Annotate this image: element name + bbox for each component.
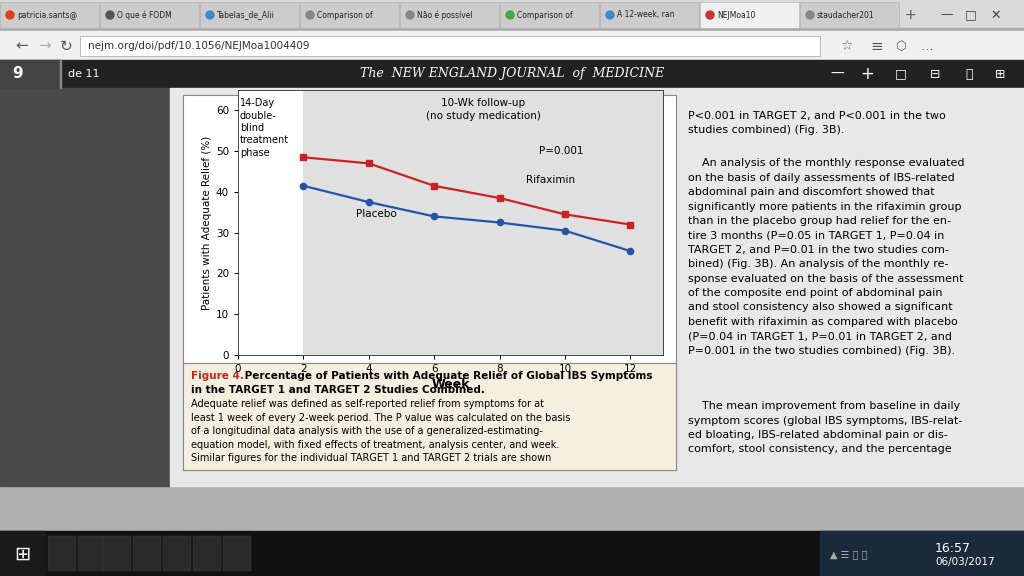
Text: 14-Day
double-
blind
treatment
phase: 14-Day double- blind treatment phase [240, 98, 289, 158]
Text: Percentage of Patients with Adequate Relief of Global IBS Symptoms: Percentage of Patients with Adequate Rel… [241, 371, 652, 381]
Bar [0, 31, 1024, 60]
Text: ↻: ↻ [60, 39, 73, 54]
Bar [193, 536, 221, 571]
Text: Rifaximin: Rifaximin [525, 175, 574, 185]
Bar [78, 536, 106, 571]
Bar [600, 2, 699, 28]
Bar [100, 2, 199, 28]
Bar [500, 2, 599, 28]
Bar [0, 531, 45, 576]
Text: →: → [38, 39, 51, 54]
Circle shape [606, 11, 614, 19]
Y-axis label: Patients with Adequate Relief (%): Patients with Adequate Relief (%) [202, 135, 212, 310]
Text: patricia.sants@: patricia.sants@ [17, 10, 77, 20]
Circle shape [206, 11, 214, 19]
Text: Não é possível: Não é possível [417, 10, 473, 20]
Bar [0, 531, 1024, 576]
Circle shape [506, 11, 514, 19]
Text: ☆: ☆ [840, 39, 853, 53]
Bar [0, 2, 99, 28]
Bar [103, 536, 131, 571]
Bar [170, 88, 1024, 486]
Text: Figure 4.: Figure 4. [191, 371, 244, 381]
Text: 10-Wk follow-up
(no study medication): 10-Wk follow-up (no study medication) [426, 98, 541, 122]
Bar [48, 536, 76, 571]
Text: —: — [830, 67, 844, 81]
Text: ≡: ≡ [870, 39, 883, 54]
Text: □: □ [965, 9, 977, 21]
Text: staudacher201: staudacher201 [817, 10, 874, 20]
Bar [0, 88, 170, 486]
Text: The mean improvement from baseline in daily
symptom scores (global IBS symptoms,: The mean improvement from baseline in da… [688, 401, 963, 454]
Circle shape [406, 11, 414, 19]
Text: 9: 9 [12, 66, 23, 81]
Text: An analysis of the monthly response evaluated
on the basis of daily assessments : An analysis of the monthly response eval… [688, 158, 965, 355]
Text: P=0.001: P=0.001 [539, 146, 584, 156]
Bar [163, 536, 191, 571]
Text: Comparison of: Comparison of [517, 10, 572, 20]
Text: ⊞: ⊞ [13, 544, 30, 563]
Text: P<0.001 in TARGET 2, and P<0.001 in the two
studies combined) (Fig. 3B).: P<0.001 in TARGET 2, and P<0.001 in the … [688, 111, 946, 135]
Bar [0, 60, 1024, 88]
Text: ✕: ✕ [990, 9, 1000, 21]
Text: A 12-week, ran: A 12-week, ran [617, 10, 675, 20]
Bar [303, 90, 663, 355]
X-axis label: Week: Week [431, 378, 470, 391]
Circle shape [6, 11, 14, 19]
Text: nejm.org/doi/pdf/10.1056/NEJMoa1004409: nejm.org/doi/pdf/10.1056/NEJMoa1004409 [88, 41, 309, 51]
Bar [80, 36, 820, 56]
Bar [0, 0, 1024, 28]
Bar [820, 531, 1024, 576]
Text: 🖨: 🖨 [965, 67, 973, 81]
Text: —: — [940, 9, 952, 21]
Bar [800, 2, 899, 28]
Bar [133, 536, 161, 571]
Text: Placebo: Placebo [355, 209, 396, 219]
Circle shape [306, 11, 314, 19]
Circle shape [806, 11, 814, 19]
Text: +: + [860, 65, 873, 83]
Text: ←: ← [15, 39, 28, 54]
Bar [183, 363, 676, 470]
Text: NEJMoa10: NEJMoa10 [717, 10, 756, 20]
Text: O que é FODM: O que é FODM [117, 10, 172, 20]
Circle shape [706, 11, 714, 19]
Text: 06/03/2017: 06/03/2017 [935, 557, 994, 567]
Text: Adequate relief was defined as self-reported relief from symptoms for at
least 1: Adequate relief was defined as self-repo… [191, 399, 570, 464]
Text: Tabelas_de_Alii: Tabelas_de_Alii [217, 10, 274, 20]
Text: ⬡: ⬡ [895, 40, 906, 52]
Text: 16:57: 16:57 [935, 541, 971, 555]
Text: +: + [905, 8, 916, 22]
Bar [400, 2, 499, 28]
Text: in the TARGET 1 and TARGET 2 Studies Combined.: in the TARGET 1 and TARGET 2 Studies Com… [191, 385, 485, 395]
Text: The  NEW ENGLAND JOURNAL  of  MEDICINE: The NEW ENGLAND JOURNAL of MEDICINE [359, 67, 665, 81]
Bar [300, 2, 399, 28]
Bar [223, 536, 251, 571]
Text: …: … [920, 40, 933, 52]
Bar [0, 60, 60, 88]
Text: Comparison of: Comparison of [317, 10, 373, 20]
Bar [200, 2, 299, 28]
Text: □: □ [895, 67, 906, 81]
Text: ⊞: ⊞ [995, 67, 1006, 81]
Text: ⊟: ⊟ [930, 67, 940, 81]
Bar [183, 95, 676, 470]
Circle shape [106, 11, 114, 19]
Text: de 11: de 11 [68, 69, 99, 79]
Text: ▲ ☰ 🔊 🌐: ▲ ☰ 🔊 🌐 [830, 549, 867, 559]
Bar [0, 28, 1024, 31]
Bar [700, 2, 799, 28]
